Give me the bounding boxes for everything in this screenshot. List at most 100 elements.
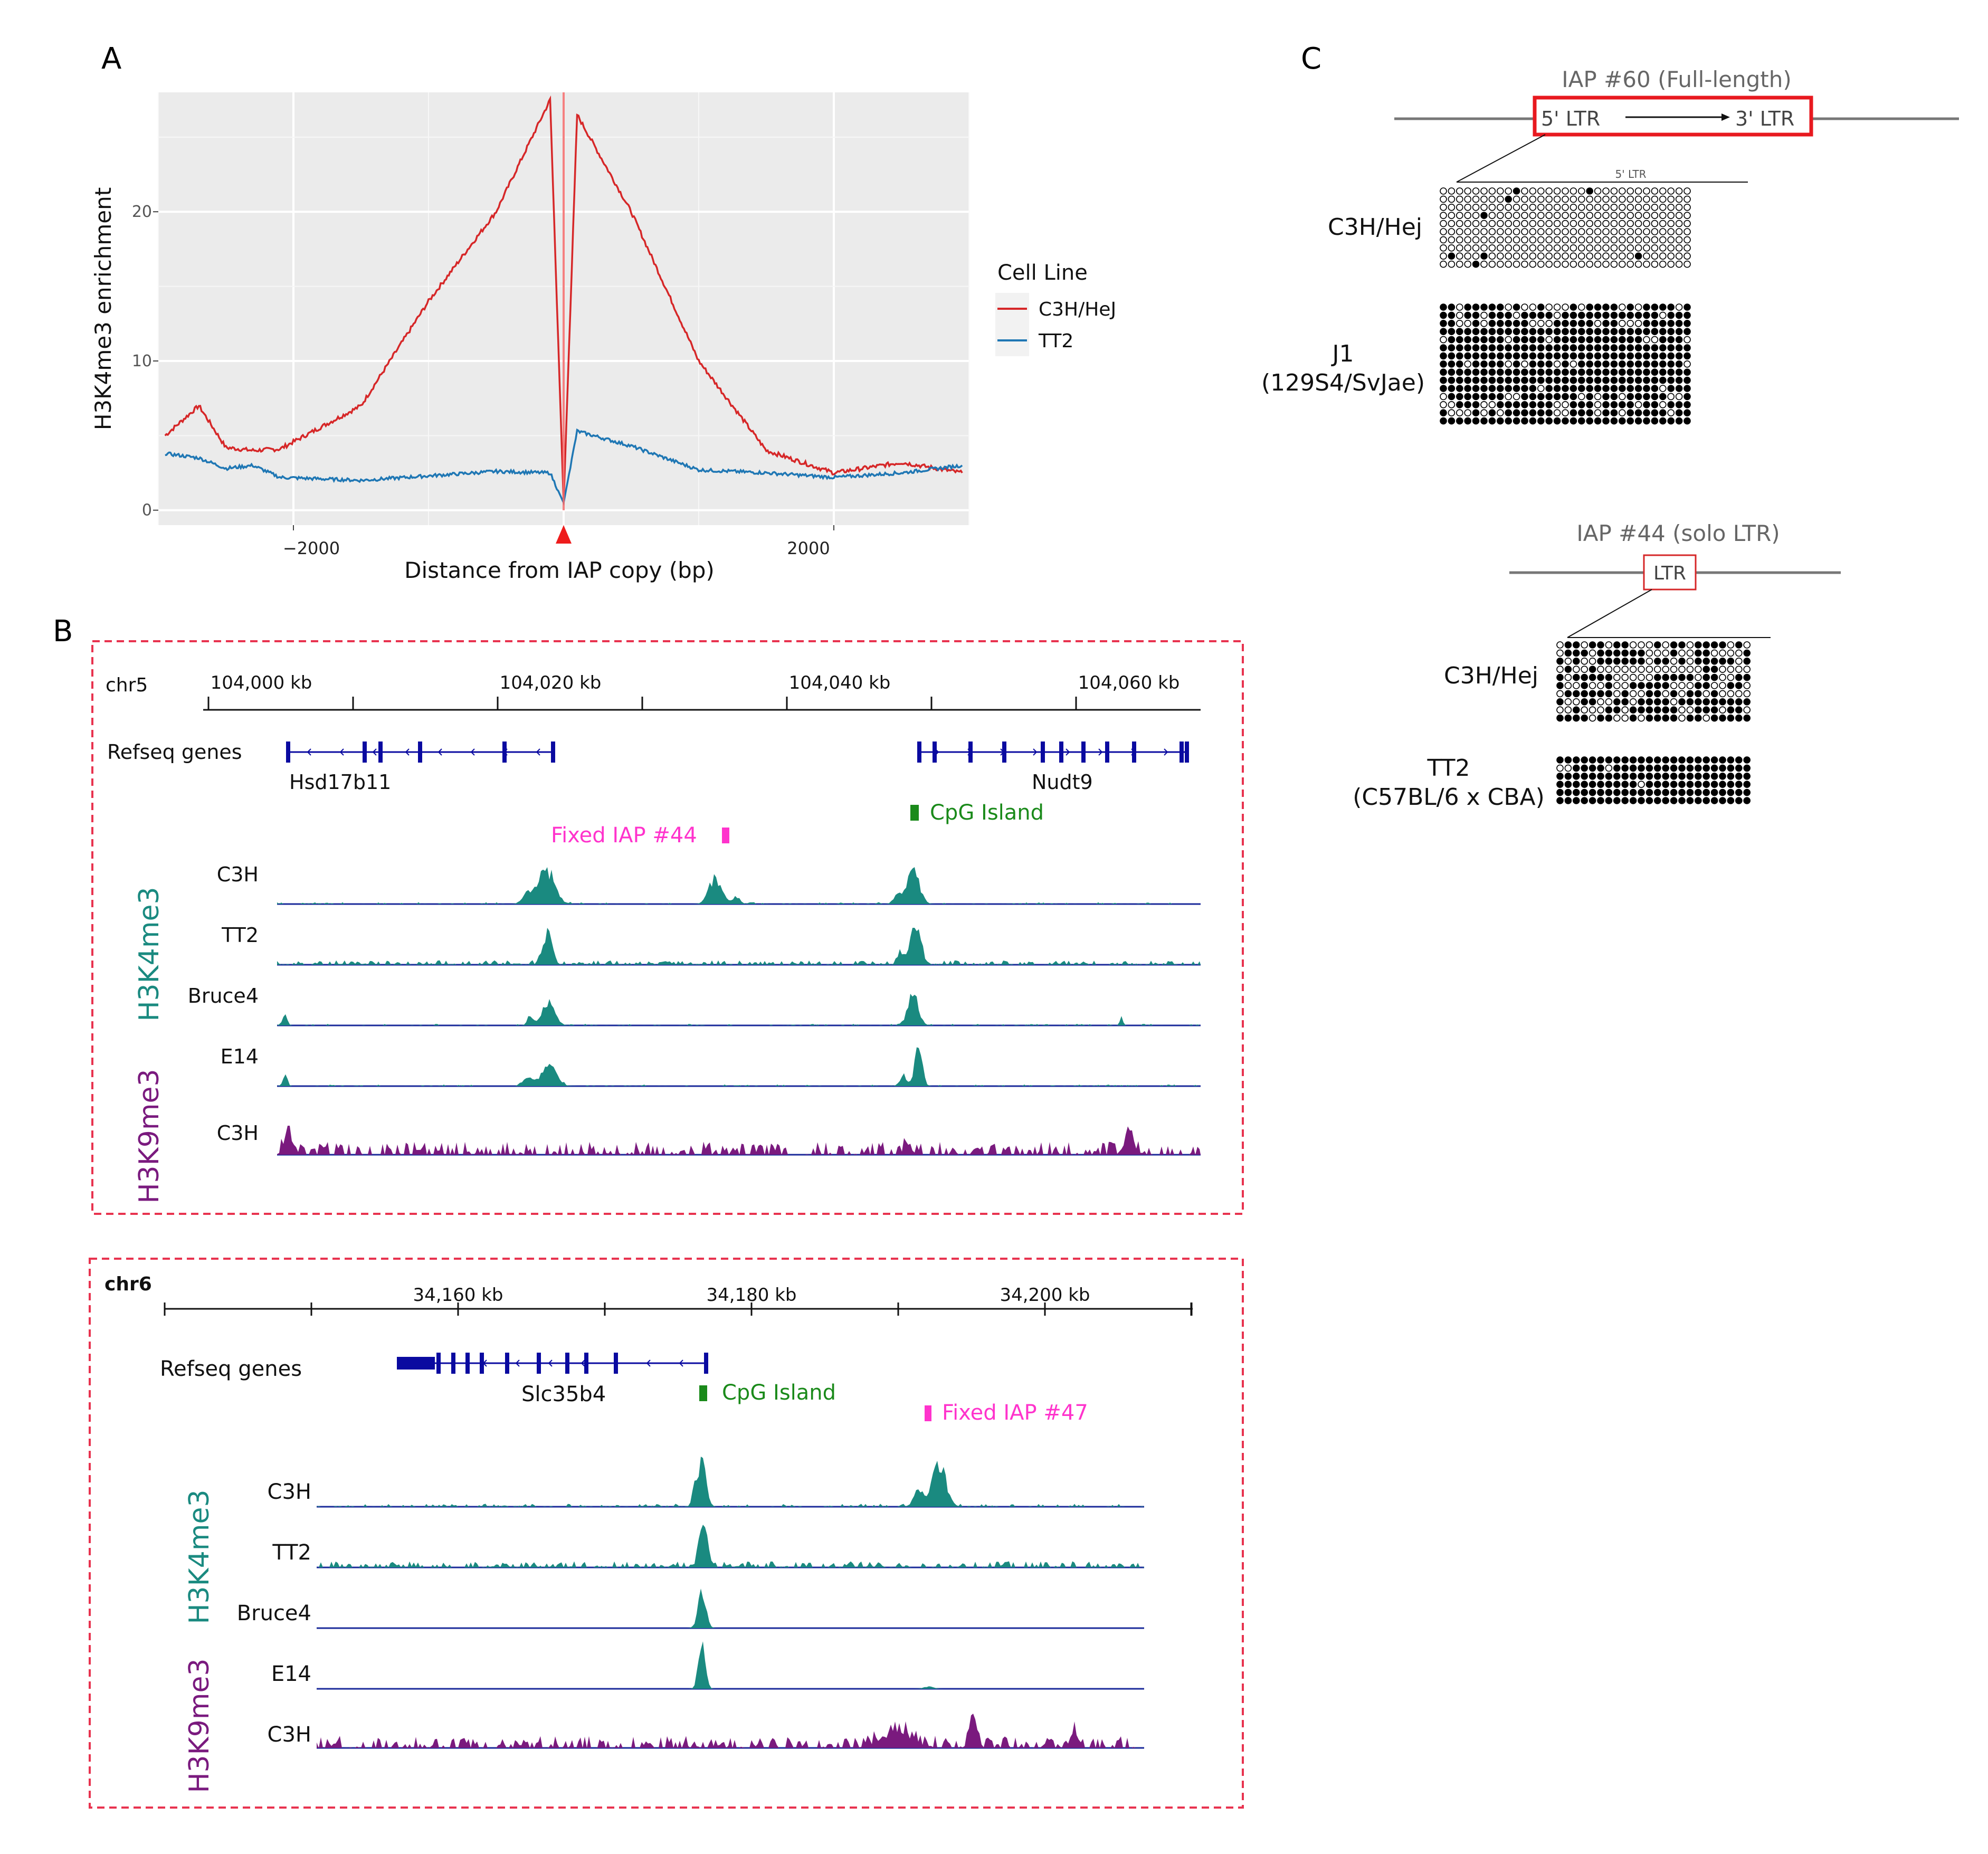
methylated-cpg bbox=[1670, 641, 1678, 649]
unmethylated-cpg bbox=[1594, 319, 1602, 327]
legend-label-tt2: TT2 bbox=[1038, 330, 1073, 352]
unmethylated-cpg bbox=[1537, 244, 1545, 252]
unmethylated-cpg bbox=[1564, 658, 1572, 665]
methylated-cpg bbox=[1719, 773, 1726, 780]
unmethylated-cpg bbox=[1472, 187, 1480, 195]
gene-exon bbox=[1002, 741, 1006, 763]
methylated-cpg bbox=[1448, 319, 1456, 327]
unmethylated-cpg bbox=[1578, 203, 1585, 211]
unmethylated-cpg bbox=[1621, 706, 1629, 714]
unmethylated-cpg bbox=[1683, 236, 1691, 244]
unmethylated-cpg bbox=[1480, 203, 1488, 211]
unmethylated-cpg bbox=[1556, 641, 1564, 649]
unmethylated-cpg bbox=[1556, 665, 1564, 673]
unmethylated-cpg bbox=[1619, 220, 1626, 227]
methylated-cpg bbox=[1743, 773, 1751, 780]
methylated-cpg bbox=[1488, 385, 1496, 392]
unmethylated-cpg bbox=[1529, 228, 1537, 235]
unmethylated-cpg bbox=[1521, 303, 1528, 311]
methylated-cpg bbox=[1602, 417, 1610, 425]
methylated-cpg bbox=[1545, 409, 1553, 417]
unmethylated-cpg bbox=[1683, 360, 1691, 368]
methylated-cpg bbox=[1626, 360, 1634, 368]
unmethylated-cpg bbox=[1464, 252, 1471, 260]
unmethylated-cpg bbox=[1634, 187, 1642, 195]
unmethylated-cpg bbox=[1521, 203, 1528, 211]
methylated-cpg bbox=[1464, 336, 1471, 344]
methylated-cpg bbox=[1570, 303, 1577, 311]
unmethylated-cpg bbox=[1675, 244, 1683, 252]
methylated-cpg bbox=[1564, 756, 1572, 764]
methylated-cpg bbox=[1613, 797, 1621, 804]
ruler-ticks bbox=[164, 1302, 1193, 1316]
methylated-cpg bbox=[1586, 360, 1593, 368]
unmethylated-cpg bbox=[1735, 690, 1743, 698]
unmethylated-cpg bbox=[1626, 228, 1634, 235]
unmethylated-cpg bbox=[1651, 260, 1659, 268]
methylated-cpg bbox=[1573, 706, 1580, 714]
methylated-cpg bbox=[1678, 698, 1686, 706]
unmethylated-cpg bbox=[1643, 228, 1650, 235]
methylated-cpg bbox=[1719, 658, 1726, 665]
unmethylated-cpg bbox=[1621, 673, 1629, 681]
methylated-cpg bbox=[1564, 714, 1572, 722]
unmethylated-cpg bbox=[1659, 252, 1667, 260]
unmethylated-cpg bbox=[1678, 665, 1686, 673]
methylated-cpg bbox=[1670, 649, 1678, 657]
unmethylated-cpg bbox=[1594, 203, 1602, 211]
unmethylated-cpg bbox=[1464, 203, 1471, 211]
methylated-cpg bbox=[1488, 393, 1496, 401]
methylated-cpg bbox=[1505, 328, 1512, 336]
fixed-iap-label: Fixed IAP #44 bbox=[551, 823, 697, 848]
unmethylated-cpg bbox=[1513, 260, 1520, 268]
unmethylated-cpg bbox=[1643, 236, 1650, 244]
unmethylated-cpg bbox=[1456, 311, 1463, 319]
methylated-cpg bbox=[1651, 360, 1659, 368]
unmethylated-cpg bbox=[1497, 195, 1504, 203]
unmethylated-cpg bbox=[1553, 187, 1561, 195]
methylated-cpg bbox=[1634, 393, 1642, 401]
unmethylated-cpg bbox=[1619, 195, 1626, 203]
methylated-cpg bbox=[1553, 319, 1561, 327]
methylated-cpg bbox=[1645, 706, 1653, 714]
methylated-cpg bbox=[1578, 336, 1585, 344]
methylated-cpg bbox=[1464, 303, 1471, 311]
unmethylated-cpg bbox=[1675, 212, 1683, 220]
unmethylated-cpg bbox=[1610, 187, 1618, 195]
methylated-cpg bbox=[1678, 764, 1686, 772]
methylated-cpg bbox=[1472, 336, 1480, 344]
methylated-cpg bbox=[1686, 714, 1694, 722]
methylated-cpg bbox=[1662, 682, 1669, 689]
methylated-cpg bbox=[1564, 781, 1572, 788]
methylated-cpg bbox=[1654, 658, 1661, 665]
methylated-cpg bbox=[1440, 352, 1447, 360]
gene-exon bbox=[505, 1353, 509, 1374]
unmethylated-cpg bbox=[1480, 236, 1488, 244]
unmethylated-cpg bbox=[1675, 303, 1683, 311]
methylated-cpg bbox=[1586, 385, 1593, 392]
unmethylated-cpg bbox=[1553, 260, 1561, 268]
methylated-cpg bbox=[1562, 328, 1569, 336]
methylated-cpg bbox=[1594, 368, 1602, 376]
unmethylated-cpg bbox=[1605, 698, 1613, 706]
methylated-cpg bbox=[1497, 344, 1504, 351]
methylated-cpg bbox=[1545, 393, 1553, 401]
unmethylated-cpg bbox=[1675, 393, 1683, 401]
methylated-cpg bbox=[1634, 328, 1642, 336]
methylated-cpg bbox=[1667, 417, 1675, 425]
unmethylated-cpg bbox=[1464, 212, 1471, 220]
methylated-cpg bbox=[1602, 401, 1610, 408]
signal-tracks bbox=[277, 867, 1201, 1156]
methylated-cpg bbox=[1573, 641, 1580, 649]
methylated-cpg bbox=[1670, 797, 1678, 804]
methylated-cpg bbox=[1581, 788, 1588, 796]
methylated-cpg bbox=[1556, 773, 1564, 780]
unmethylated-cpg bbox=[1619, 228, 1626, 235]
methylated-cpg bbox=[1556, 714, 1564, 722]
methylated-cpg bbox=[1735, 673, 1743, 681]
dashed-box bbox=[89, 1258, 1244, 1809]
unmethylated-cpg bbox=[1643, 195, 1650, 203]
methylated-cpg bbox=[1605, 781, 1613, 788]
methylated-cpg bbox=[1629, 764, 1637, 772]
track-label: C3H bbox=[217, 863, 259, 886]
